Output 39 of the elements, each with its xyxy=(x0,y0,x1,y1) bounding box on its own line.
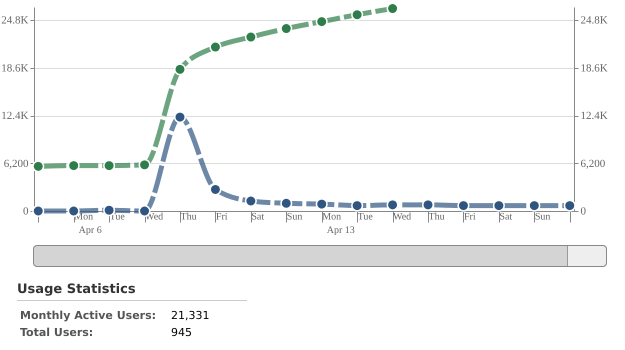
x-tick-label: Sun xyxy=(286,212,302,222)
point xyxy=(528,200,540,212)
x-tick-label: Fri xyxy=(464,212,476,222)
point xyxy=(138,158,151,171)
x-tick-label: Sat xyxy=(251,212,264,222)
y-tick-label: 12.4K xyxy=(1,110,29,122)
point xyxy=(174,111,186,124)
point xyxy=(244,195,257,207)
point xyxy=(316,16,328,28)
x-tick-label: Sat xyxy=(499,212,512,222)
y-tick-label: 0 xyxy=(23,206,29,218)
point xyxy=(280,197,292,210)
text: Monthly Active Users: xyxy=(19,308,158,324)
text: 945 xyxy=(170,325,194,341)
text: Total Users: xyxy=(19,325,94,341)
point xyxy=(564,200,576,212)
y2-tick-label: 0 xyxy=(580,206,586,218)
y-tick-label: 18.6K xyxy=(1,62,29,74)
point xyxy=(316,198,328,210)
y2-tick-label: 18.6K xyxy=(580,62,608,74)
y-tick-label: 24.8K xyxy=(1,14,29,27)
y2-tick-label: 6,200 xyxy=(580,158,606,170)
point xyxy=(351,8,364,21)
point xyxy=(174,63,186,76)
point xyxy=(351,200,364,212)
point xyxy=(457,200,470,212)
y2-tick-label: 12.4K xyxy=(580,110,608,122)
x-tick-label: Fri xyxy=(216,212,228,222)
point xyxy=(386,198,399,211)
y2-tick-label: 24.8K xyxy=(580,14,608,27)
text: Usage Statistics xyxy=(17,282,247,301)
point xyxy=(103,160,116,172)
text: 21,331 xyxy=(170,308,211,324)
point xyxy=(32,205,44,217)
point xyxy=(68,160,80,172)
x-tick-label: Sun xyxy=(534,212,550,222)
point xyxy=(492,200,505,212)
y-tick-label: 6,200 xyxy=(4,158,29,170)
point xyxy=(32,160,44,172)
